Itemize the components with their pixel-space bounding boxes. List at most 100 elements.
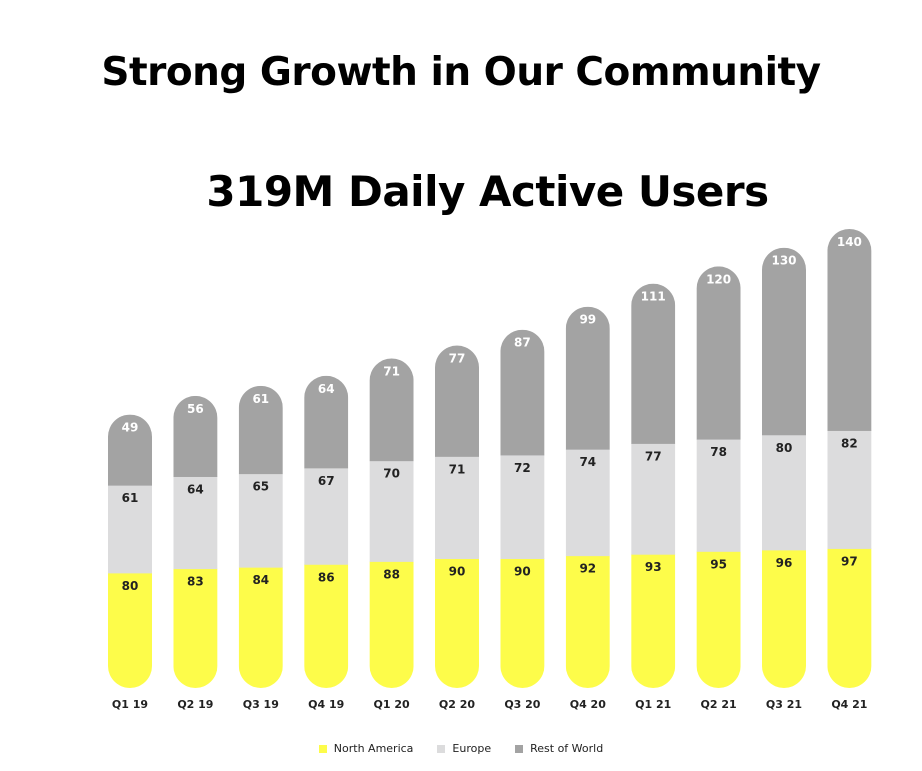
- x-tick-label: Q3 19: [243, 698, 279, 711]
- bar-rest-of-world: [173, 395, 218, 477]
- bar-europe: [173, 476, 218, 570]
- bar-north-america: [631, 554, 676, 688]
- bar-north-america: [108, 572, 152, 688]
- bar-rest-of-world: [827, 229, 872, 431]
- bar-europe: [238, 473, 283, 568]
- data-label-north-america: 88: [383, 567, 400, 581]
- data-label-rest-of-world: 71: [383, 364, 400, 378]
- x-tick-label: Q4 19: [308, 698, 344, 711]
- data-label-rest-of-world: 111: [641, 290, 666, 304]
- bar-europe: [827, 430, 872, 549]
- bar-rest-of-world: [369, 358, 414, 462]
- legend-label: Europe: [452, 742, 492, 755]
- data-label-europe: 74: [579, 455, 596, 469]
- data-label-north-america: 93: [645, 560, 662, 574]
- bar-group: [500, 329, 545, 688]
- x-tick-label: Q3 21: [766, 698, 802, 711]
- legend: North America Europe Rest of World: [0, 742, 922, 755]
- data-label-north-america: 90: [449, 565, 466, 579]
- x-tick-label: Q1 19: [112, 698, 148, 711]
- bar-rest-of-world: [696, 266, 741, 440]
- chart-title: 319M Daily Active Users: [206, 167, 769, 216]
- bar-group: [762, 247, 806, 688]
- x-tick-label: Q1 21: [635, 698, 671, 711]
- x-tick-label: Q4 20: [570, 698, 606, 711]
- bar-north-america: [565, 555, 610, 688]
- bar-group: [108, 414, 152, 688]
- bar-rest-of-world: [238, 385, 283, 475]
- x-tick-label: Q2 19: [177, 698, 213, 711]
- bar-group: [238, 385, 283, 688]
- bar-europe: [696, 439, 741, 552]
- data-label-rest-of-world: 140: [837, 235, 862, 249]
- bar-north-america: [369, 561, 414, 688]
- bar-europe: [631, 443, 676, 555]
- bar-europe: [108, 485, 152, 574]
- data-label-rest-of-world: 120: [706, 272, 731, 286]
- bar-europe: [304, 467, 349, 565]
- bar-north-america: [762, 549, 806, 688]
- data-label-europe: 65: [252, 480, 269, 494]
- bar-rest-of-world: [631, 283, 676, 444]
- bar-group: [696, 266, 741, 688]
- page-title: Strong Growth in Our Community: [101, 50, 821, 95]
- data-label-north-america: 92: [579, 562, 596, 576]
- data-label-rest-of-world: 49: [122, 421, 139, 435]
- bar-group: [304, 375, 349, 688]
- bar-north-america: [238, 567, 283, 688]
- data-label-rest-of-world: 64: [318, 382, 335, 396]
- bar-europe: [369, 460, 414, 562]
- data-label-europe: 61: [122, 491, 139, 505]
- bar-group: [827, 229, 872, 688]
- x-tick-label: Q1 20: [374, 698, 410, 711]
- bar-rest-of-world: [762, 247, 806, 436]
- data-label-europe: 78: [710, 445, 727, 459]
- data-label-north-america: 86: [318, 570, 335, 584]
- bars-layer: 80 61 49 83 64 56 84 65 61 86 67 64 88 70 71 90 71 77 90 72…: [108, 229, 872, 688]
- data-label-rest-of-world: 56: [187, 402, 204, 416]
- bar-north-america: [435, 558, 479, 688]
- bar-europe: [435, 456, 479, 560]
- legend-swatch: [515, 744, 524, 753]
- bar-group: [369, 358, 414, 688]
- legend-item-europe: Europe: [437, 742, 491, 755]
- x-tick-label: Q2 20: [439, 698, 475, 711]
- data-label-rest-of-world: 87: [514, 336, 531, 350]
- legend-label: Rest of World: [530, 742, 604, 755]
- bar-group: [565, 306, 610, 688]
- x-tick-label: Q2 21: [701, 698, 737, 711]
- bar-north-america: [500, 558, 545, 688]
- bar-north-america: [696, 551, 741, 688]
- data-label-north-america: 84: [252, 573, 269, 587]
- x-axis-labels: Q1 19 Q2 19 Q3 19 Q4 19 Q1 20 Q2 20 Q3 20 Q4 20…: [112, 698, 868, 711]
- bar-group: [435, 345, 479, 688]
- legend-swatch: [318, 744, 327, 753]
- data-label-europe: 80: [776, 441, 793, 455]
- data-label-europe: 82: [841, 436, 858, 450]
- legend-item-rest-of-world: Rest of World: [515, 742, 603, 755]
- bar-group: [173, 395, 218, 688]
- data-label-europe: 72: [514, 461, 531, 475]
- bar-europe: [565, 449, 610, 557]
- x-tick-label: Q3 20: [504, 698, 540, 711]
- bar-europe: [500, 454, 545, 560]
- bar-europe: [762, 434, 806, 551]
- bar-rest-of-world: [565, 306, 610, 450]
- data-label-europe: 70: [383, 467, 400, 481]
- data-label-europe: 71: [449, 462, 466, 476]
- bar-north-america: [304, 564, 349, 688]
- data-label-rest-of-world: 99: [579, 313, 596, 327]
- data-label-north-america: 90: [514, 565, 531, 579]
- legend-label: North America: [333, 742, 414, 755]
- data-label-north-america: 96: [776, 556, 793, 570]
- data-label-north-america: 95: [710, 557, 727, 571]
- data-label-north-america: 97: [841, 554, 858, 568]
- bar-rest-of-world: [108, 414, 152, 486]
- legend-swatch: [437, 744, 446, 753]
- data-label-europe: 64: [187, 482, 204, 496]
- data-label-rest-of-world: 61: [252, 392, 269, 406]
- bar-rest-of-world: [304, 375, 349, 469]
- bar-rest-of-world: [500, 329, 545, 456]
- data-label-rest-of-world: 77: [449, 352, 466, 366]
